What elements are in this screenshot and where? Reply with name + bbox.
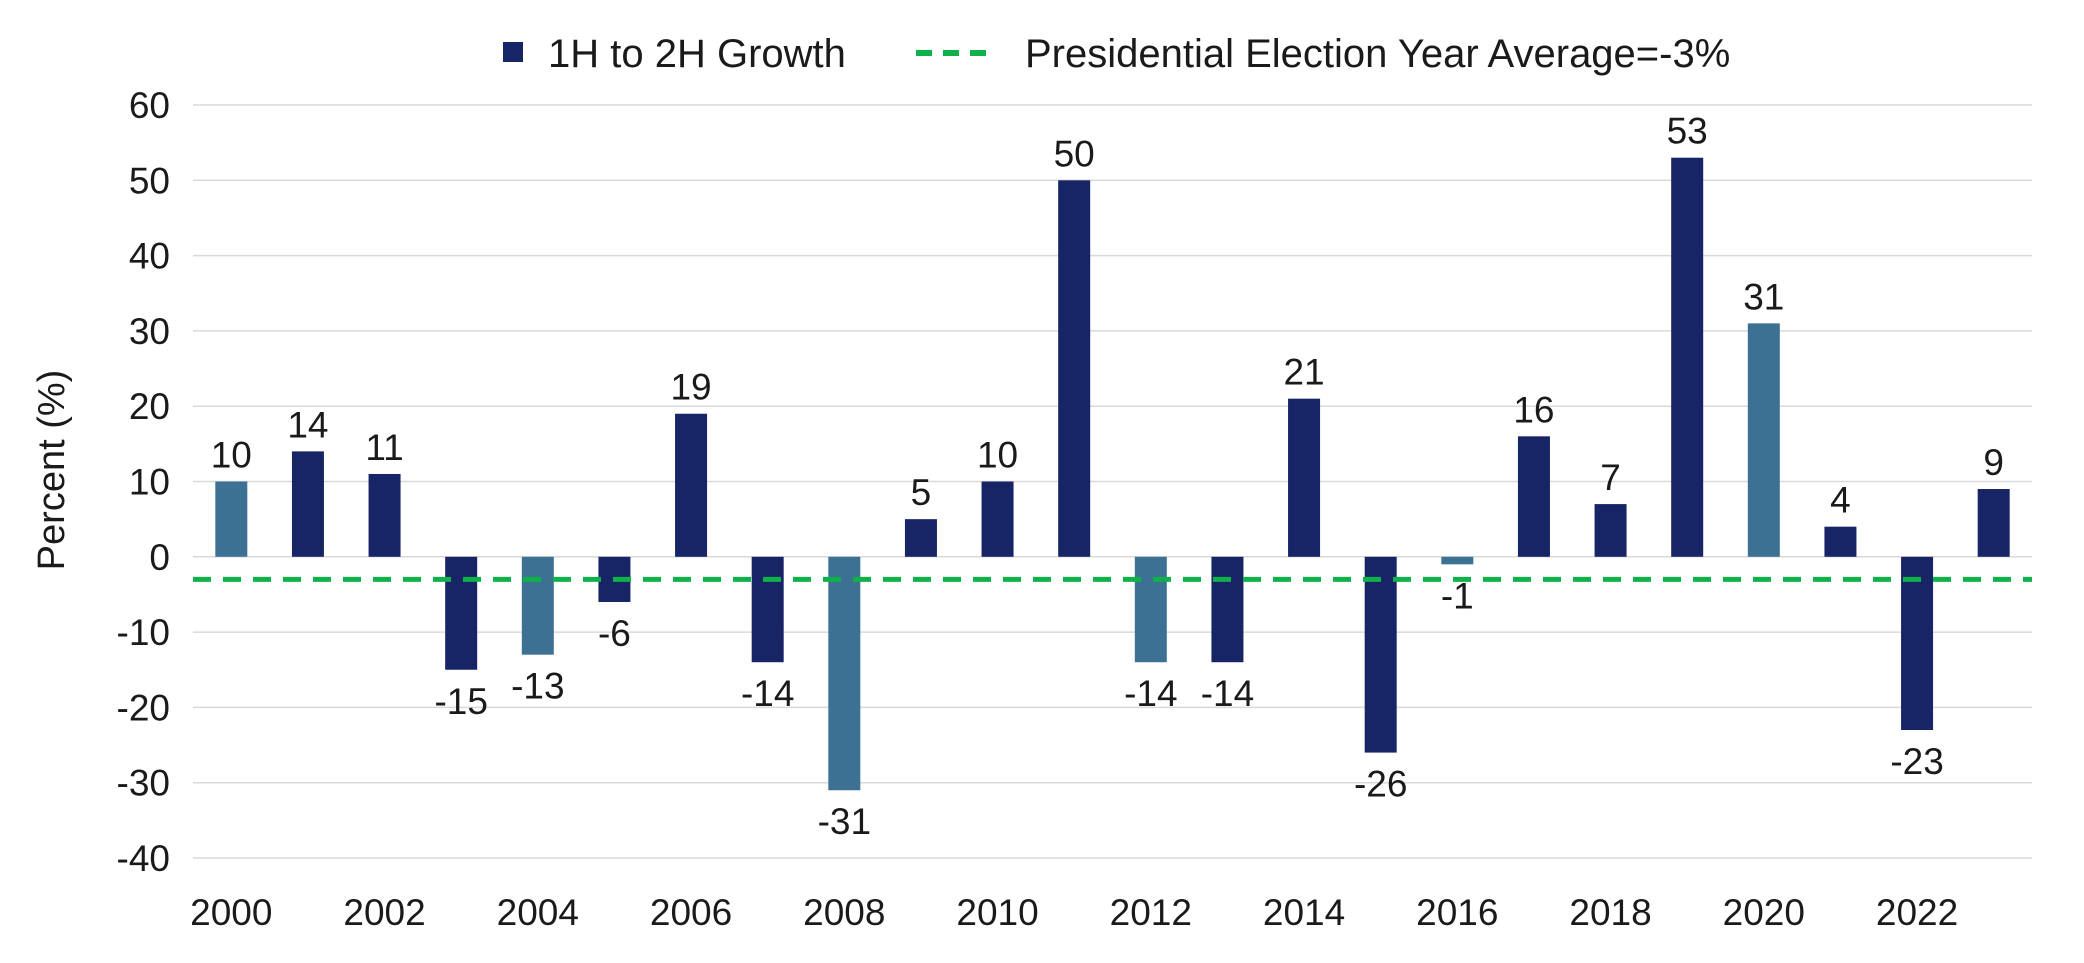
data-label-2010: 10: [977, 435, 1018, 476]
bar-2012: [1134, 556, 1167, 663]
data-label-2013: -14: [1201, 673, 1254, 714]
bar-2008: [828, 556, 861, 791]
bar-2015: [1364, 556, 1397, 753]
data-label-2018: 7: [1600, 457, 1621, 498]
data-label-2011: 50: [1054, 133, 1095, 174]
bars: [215, 157, 2010, 791]
gridlines: [193, 104, 2032, 859]
y-axis-title: Percent (%): [31, 370, 73, 571]
bar-2020: [1747, 323, 1780, 557]
bar-2004: [521, 556, 554, 655]
y-tick-label: -10: [117, 612, 170, 653]
legend-label-growth: 1H to 2H Growth: [548, 32, 846, 76]
y-tick-label: 30: [129, 311, 170, 352]
y-tick-label: -40: [117, 838, 170, 879]
data-label-2022: -23: [1890, 741, 1943, 782]
bar-2007: [751, 556, 784, 663]
bar-2001: [291, 451, 324, 557]
bar-2011: [1058, 180, 1091, 557]
y-tick-label: 0: [149, 537, 170, 578]
data-label-2007: -14: [741, 673, 794, 714]
x-tick-label: 2018: [1569, 892, 1651, 933]
y-tick-label: -30: [117, 763, 170, 804]
bar-2002: [368, 473, 401, 557]
data-label-2023: 9: [1983, 442, 2004, 483]
data-label-2005: -6: [598, 613, 631, 654]
data-label-2012: -14: [1124, 673, 1177, 714]
x-tick-label: 2006: [650, 892, 732, 933]
bar-2003: [445, 556, 478, 670]
x-tick-label: 2016: [1416, 892, 1498, 933]
x-tick-label: 2020: [1723, 892, 1805, 933]
bar-2010: [981, 481, 1014, 557]
x-tick-label: 2008: [803, 892, 885, 933]
data-label-2006: 19: [670, 367, 711, 408]
data-label-2016: -1: [1441, 575, 1474, 616]
data-label-2019: 53: [1667, 111, 1708, 152]
data-label-2004: -13: [511, 666, 564, 707]
y-tick-label: 40: [129, 236, 170, 277]
bar-2021: [1824, 526, 1857, 557]
data-label-2003: -15: [434, 681, 487, 722]
bar-2006: [675, 413, 708, 557]
legend: 1H to 2H Growth Presidential Election Ye…: [503, 32, 1730, 76]
x-tick-label: 2002: [343, 892, 425, 933]
bar-2013: [1211, 556, 1244, 663]
y-tick-label: -20: [117, 687, 170, 728]
y-tick-label: 10: [129, 462, 170, 503]
y-tick-label: 50: [129, 160, 170, 201]
data-label-2021: 4: [1830, 480, 1851, 521]
data-label-2020: 31: [1743, 276, 1784, 317]
bar-2014: [1288, 398, 1321, 557]
x-axis-ticks: 2000 2002 2004 2006 2008 2010 2012 2014 2016 2018…: [190, 892, 1958, 933]
bar-2016: [1441, 556, 1474, 565]
bar-2017: [1517, 436, 1550, 557]
y-tick-label: 20: [129, 386, 170, 427]
data-label-2008: -31: [818, 801, 871, 842]
legend-swatch-bar: [503, 42, 523, 62]
data-label-2001: 14: [287, 404, 328, 445]
bar-2022: [1901, 556, 1934, 730]
legend-label-average: Presidential Election Year Average=-3%: [1025, 32, 1730, 76]
y-tick-label: 60: [129, 85, 170, 126]
bar-2018: [1594, 504, 1627, 557]
bar-2019: [1671, 157, 1704, 557]
bar-2023: [1977, 489, 2010, 557]
x-tick-label: 2022: [1876, 892, 1958, 933]
bar-2000: [215, 481, 248, 557]
data-label-2017: 16: [1513, 389, 1554, 430]
data-label-2002: 11: [365, 427, 403, 468]
x-tick-label: 2012: [1110, 892, 1192, 933]
x-tick-label: 2000: [190, 892, 272, 933]
y-axis-ticks: 60 50 40 30 20 10 0 -10 -20 -30 -40: [117, 85, 170, 879]
x-tick-label: 2010: [956, 892, 1038, 933]
data-label-2000: 10: [211, 435, 252, 476]
bar-2009: [904, 519, 937, 557]
data-label-2009: 5: [911, 472, 932, 513]
x-tick-label: 2014: [1263, 892, 1345, 933]
x-tick-label: 2004: [497, 892, 579, 933]
data-label-2014: 21: [1283, 352, 1324, 393]
data-label-2015: -26: [1354, 764, 1407, 805]
